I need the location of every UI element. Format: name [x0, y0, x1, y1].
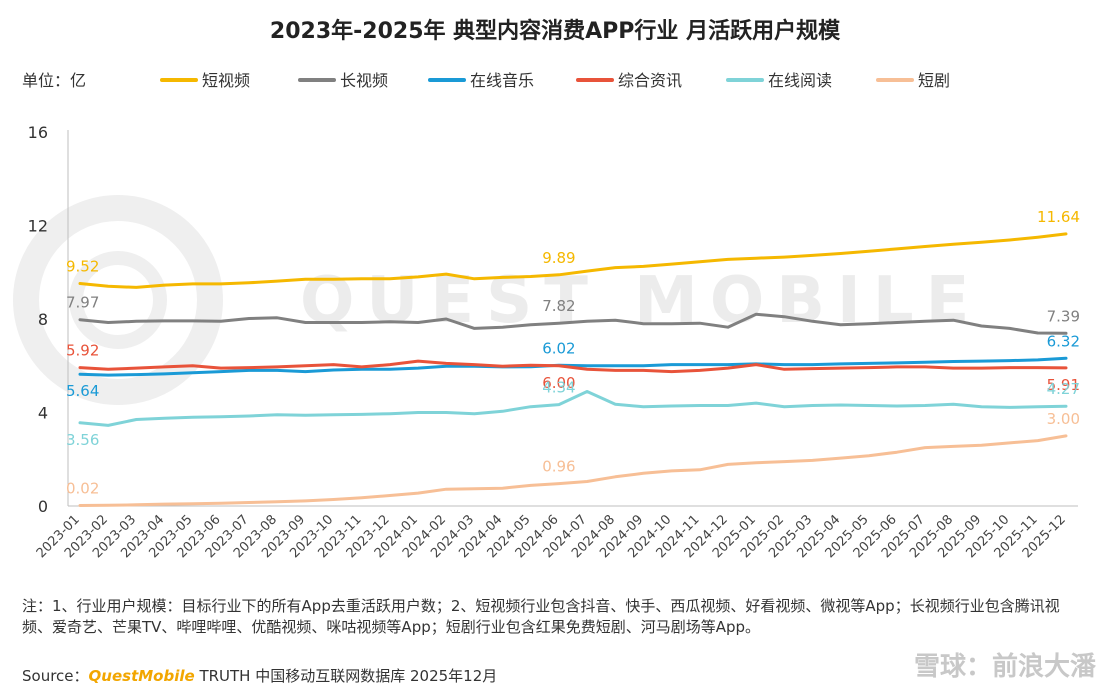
y-tick-label: 0	[38, 497, 48, 516]
source-prefix: Source：	[22, 667, 89, 685]
x-axis-ticks: 2023-012023-022023-032023-042023-052023-…	[34, 512, 1069, 561]
series-lines	[78, 232, 1068, 507]
data-label: 0.02	[66, 480, 99, 498]
source-suffix: TRUTH 中国移动互联网数据库 2025年12月	[194, 667, 498, 685]
series-line-5	[78, 434, 1068, 507]
data-label: 3.56	[66, 431, 99, 449]
series-line-1	[78, 312, 1068, 335]
data-label: 5.91	[1047, 376, 1080, 394]
data-label: 4.34	[542, 379, 575, 397]
xueqiu-watermark: 雪球：前浪大潘	[913, 652, 1096, 682]
unit-label: 单位：亿	[22, 71, 86, 90]
source-line: Source：QuestMobile TRUTH 中国移动互联网数据库 2025…	[22, 665, 497, 686]
data-label: 9.52	[66, 257, 99, 275]
y-tick-label: 4	[38, 404, 48, 423]
y-tick-label: 16	[28, 123, 48, 142]
data-label: 7.82	[542, 297, 575, 315]
watermark-text: QUEST MOBILE	[300, 264, 981, 338]
series-line-2	[78, 356, 1068, 377]
data-label: 0.96	[542, 458, 575, 476]
data-label: 5.64	[66, 382, 99, 400]
data-label: 9.89	[542, 249, 575, 267]
data-label: 4.27	[1047, 380, 1080, 398]
legend-label: 在线音乐	[470, 71, 534, 90]
legend-label: 短视频	[202, 71, 250, 90]
data-label: 7.97	[66, 294, 99, 312]
data-label: 7.39	[1047, 307, 1080, 325]
source-brand: QuestMobile	[88, 667, 195, 685]
legend-label: 短剧	[918, 71, 950, 90]
data-label: 11.64	[1037, 208, 1080, 226]
legend-label: 综合资讯	[618, 71, 682, 90]
legend: 短视频 长视频 在线音乐 综合资讯 在线阅读 短剧	[160, 71, 950, 90]
y-tick-label: 12	[28, 217, 48, 236]
data-label: 5.92	[66, 342, 99, 360]
data-label: 3.00	[1047, 410, 1080, 428]
series-line-4	[78, 390, 1068, 427]
questmobile-watermark: QUEST MOBILE	[13, 195, 981, 405]
data-label: 6.32	[1047, 332, 1080, 350]
y-tick-label: 8	[38, 310, 48, 329]
legend-label: 长视频	[340, 71, 388, 90]
data-labels: 9.52 9.89 11.64 7.97 7.82 7.39 5.64 6.02 6.32 5.9…	[66, 208, 1080, 498]
data-label: 6.02	[542, 339, 575, 357]
chart-notes: 注：1、行业用户规模：目标行业下的所有App去重活跃用户数；2、短视频行业包含抖…	[22, 597, 1060, 636]
series-line-0	[78, 232, 1068, 289]
y-axis-ticks: 0 4 8 12 16	[28, 123, 48, 516]
data-label: 6.00	[542, 374, 575, 392]
legend-label: 在线阅读	[768, 71, 832, 90]
series-line-3	[78, 359, 1068, 374]
line-chart: QUEST MOBILE 2023年-2025年 典型内容消费APP行业 月活跃…	[13, 18, 1080, 561]
chart-title: 2023年-2025年 典型内容消费APP行业 月活跃用户规模	[270, 18, 841, 44]
